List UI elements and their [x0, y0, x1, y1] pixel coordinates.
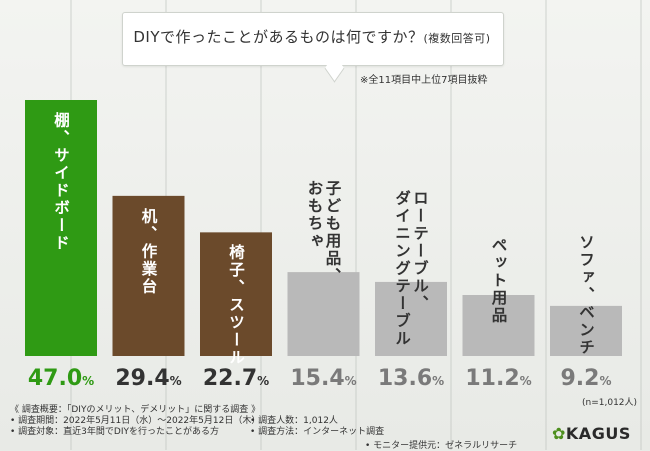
bar-label-7: ソファ、ベンチ: [577, 234, 595, 357]
selection-note: ※全11項目中上位7項目抜粋: [360, 75, 488, 86]
value-label-1: 47.0%: [25, 366, 97, 391]
survey-overview: 《 調査概要：「DIYのメリット、デメリット」に関する調査 》: [10, 405, 261, 415]
value-unit: %: [257, 374, 270, 388]
bar-7: [550, 305, 622, 356]
value-label-2: 29.4%: [113, 366, 185, 391]
logo-text: KAGUS: [565, 424, 631, 443]
value-number: 47.0: [27, 366, 83, 391]
bar-label-5: ローテーブル、 ダイニングテーブル: [393, 190, 429, 348]
survey-method: • 調査方法：インターネット調査: [250, 427, 385, 437]
value-number: 29.4: [115, 366, 170, 391]
bar-label-line: ダイニングテーブル: [393, 189, 411, 348]
value-number: 11.2: [465, 366, 520, 391]
bar-label-line: 椅子、スツール: [227, 244, 245, 367]
bar-6: [462, 294, 535, 356]
survey-period: • 調査期間：2022年5月11日（水）～2022年5月12日（木）: [10, 416, 261, 426]
bar-label-4: 子ども用品、 おもちゃ: [306, 180, 342, 285]
chart-title: DIYで作ったことがあるものは何ですか？(複数回答可): [122, 26, 502, 47]
value-unit: %: [344, 374, 357, 388]
survey-provider: • モニター提供元：ゼネラルリサーチ: [365, 441, 518, 451]
value-label-4: 15.4%: [288, 366, 360, 391]
bar-label-6: ペット用品: [490, 237, 508, 325]
bar-1: [25, 100, 97, 356]
value-unit: %: [432, 374, 445, 388]
value-unit: %: [82, 374, 95, 388]
value-label-6: 11.2%: [463, 366, 535, 391]
sample-size: (n=1,012人): [582, 398, 638, 408]
survey-count: • 調査人数：1,012人: [250, 416, 338, 426]
title-main: DIYで作ったことがあるものは何ですか？: [133, 28, 424, 46]
survey-target: • 調査対象：直近3年間でDIYを行ったことがある方: [10, 427, 219, 437]
bar-label-line: 棚、サイドボード: [52, 112, 70, 252]
bar-4: [287, 272, 360, 356]
value-number: 13.6: [377, 366, 433, 391]
survey-footer: 《 調査概要：「DIYのメリット、デメリット」に関する調査 》 • 調査期間：2…: [10, 405, 260, 438]
value-label-5: 13.6%: [375, 366, 447, 391]
survey-footer-2: • 調査人数：1,012人 • 調査方法：インターネット調査: [250, 416, 384, 438]
value-unit: %: [169, 374, 182, 388]
leaf-icon: ✿: [552, 424, 566, 443]
title-bubble: [122, 12, 504, 66]
kagus-logo: ✿KAGUS: [552, 424, 631, 443]
bar-5: [375, 281, 447, 356]
value-number: 22.7: [202, 366, 258, 391]
value-label-7: 9.2%: [550, 366, 622, 391]
bar-label-line: ソファ、ベンチ: [577, 233, 595, 357]
value-number: 9.2: [560, 366, 600, 391]
value-label-3: 22.7%: [200, 366, 272, 391]
bar-label-line: 子ども用品、: [323, 180, 342, 286]
bar-label-2: 机、作業台: [140, 208, 158, 296]
value-unit: %: [519, 374, 532, 388]
bar-label-line: ペット用品: [489, 236, 508, 325]
bar-2: [112, 195, 185, 356]
title-sub: (複数回答可): [423, 32, 491, 45]
value-unit: %: [599, 374, 612, 388]
bar-label-1: 棚、サイドボード: [52, 112, 70, 252]
bar-label-line: ローテーブル、: [411, 189, 429, 313]
bar-label-line: おもちゃ: [305, 180, 324, 251]
bar-label-line: 机、作業台: [139, 207, 158, 296]
bar-label-3: 椅子、スツール: [227, 244, 245, 367]
value-number: 15.4: [290, 366, 345, 391]
bar-3: [200, 232, 272, 356]
